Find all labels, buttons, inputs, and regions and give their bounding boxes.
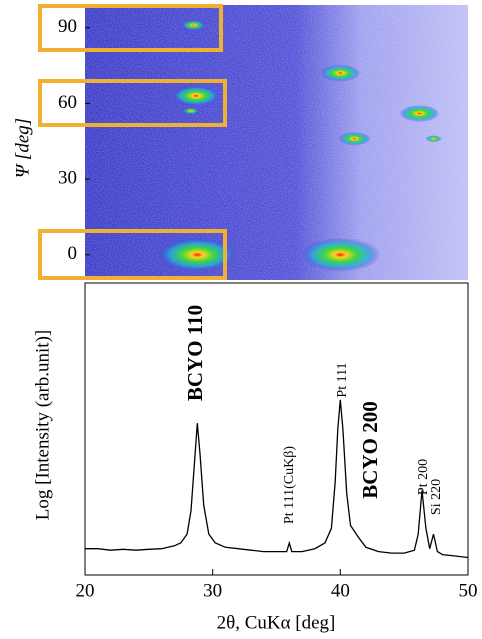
highlight-boxes xyxy=(38,4,227,280)
peak-label: Pt 111(CuKβ) xyxy=(282,446,297,524)
diffraction-spot xyxy=(320,64,361,82)
highlight-box xyxy=(38,4,223,52)
y-tick-label: 90 xyxy=(58,16,77,37)
peak-label: BCYO 110 xyxy=(183,305,207,401)
diffraction-spot xyxy=(300,237,381,272)
y-tick-label: 60 xyxy=(58,92,77,113)
map-panel: Ψ [deg] 0 30 60 90 xyxy=(12,5,468,280)
y-tick-label: 0 xyxy=(68,243,78,264)
x-tick-label: 40 xyxy=(331,580,350,601)
pattern-panel: Log [Intensity (arb.unit)] 2θ, CuKα [deg… xyxy=(32,282,478,633)
x-axis-label: 2θ, CuKα [deg] xyxy=(217,612,336,633)
diffraction-spot xyxy=(399,104,440,122)
map-noise xyxy=(85,5,468,280)
x-tick-label: 50 xyxy=(459,580,478,601)
plot-frame xyxy=(84,282,469,576)
diffraction-spot xyxy=(181,20,206,31)
diffraction-spot xyxy=(182,107,199,115)
peak-label: BCYO 200 xyxy=(358,401,382,498)
diffraction-spot xyxy=(172,85,221,107)
x-tick-label: 20 xyxy=(76,580,95,601)
highlight-box xyxy=(38,229,227,280)
highlight-box xyxy=(38,79,227,127)
peak-label: Pt 111 xyxy=(335,362,350,397)
spots xyxy=(157,20,442,272)
peak-label: Pt 200 xyxy=(416,459,431,495)
diffraction-spot xyxy=(425,135,442,143)
peak-label: Si 220 xyxy=(429,479,444,515)
diffraction-spot xyxy=(338,131,371,146)
y-tick-label: 30 xyxy=(58,167,77,188)
y-axis-label: Log [Intensity (arb.unit)] xyxy=(32,330,53,520)
y-axis-label: Ψ [deg] xyxy=(12,118,33,178)
x-tick-label: 30 xyxy=(203,580,222,601)
pattern-line xyxy=(85,399,469,559)
diffraction-spot xyxy=(157,237,238,272)
